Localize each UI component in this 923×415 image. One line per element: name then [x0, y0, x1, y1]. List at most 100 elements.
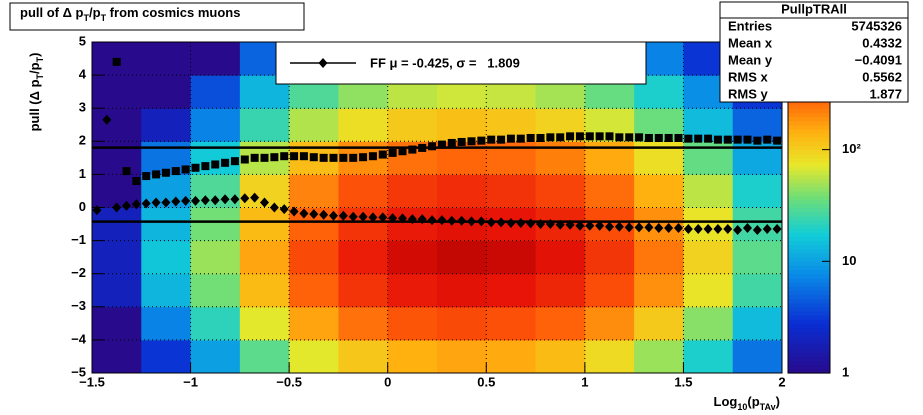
heat-cell — [634, 240, 684, 275]
square-marker — [201, 162, 210, 171]
heat-cell — [92, 207, 142, 242]
chart-title-part: /p — [89, 5, 101, 20]
x-tick-label: 0 — [384, 374, 391, 389]
diamond-marker — [575, 220, 585, 231]
stats-value: 0.5562 — [862, 69, 902, 84]
colorbar-slice — [788, 360, 830, 366]
heat-cell — [289, 108, 339, 142]
heat-cell — [190, 42, 241, 76]
heat-cell — [634, 273, 684, 308]
stats-value: 1.877 — [869, 86, 902, 101]
square-marker — [339, 153, 348, 162]
heat-cell — [141, 240, 192, 275]
heat-cell — [732, 141, 783, 175]
chart-title: pull of Δ pT/pT from cosmics muons — [20, 5, 240, 23]
square-marker — [152, 170, 161, 179]
diamond-marker — [536, 219, 545, 230]
square-marker — [773, 136, 782, 145]
diamond-marker — [250, 192, 260, 203]
diamond-marker — [309, 209, 319, 220]
heat-cell — [486, 141, 537, 175]
heat-cell — [141, 207, 192, 242]
y-axis-label-part: T — [35, 56, 45, 62]
z-tick-label: 1 — [842, 364, 849, 379]
diamond-marker — [772, 224, 782, 235]
y-tick-label: 0 — [79, 199, 86, 214]
chart-title-part: T — [101, 13, 107, 23]
square-marker — [635, 133, 644, 142]
diamond-marker — [654, 223, 664, 234]
square-marker — [290, 152, 299, 161]
heat-cell — [437, 108, 487, 142]
chart-title-part: from cosmics muons — [106, 5, 240, 20]
colorbar-slice — [788, 248, 830, 254]
square-marker — [743, 135, 752, 144]
colorbar-slice — [788, 137, 830, 142]
heat-cell — [387, 174, 438, 208]
x-axis-label-part: 10 — [737, 402, 747, 412]
heat-cell — [437, 306, 487, 341]
heat-cell — [535, 174, 586, 208]
diamond-marker — [743, 223, 752, 234]
colorbar-slice — [788, 310, 830, 316]
stats-value: 0.4332 — [862, 35, 902, 50]
heat-cell — [584, 174, 635, 208]
square-marker — [299, 152, 308, 161]
heat-cell — [732, 339, 783, 374]
colorbar-slice — [788, 215, 830, 221]
square-marker — [516, 134, 525, 143]
heat-cell — [387, 306, 438, 341]
heat-cell — [190, 306, 241, 341]
diamond-marker — [348, 211, 358, 222]
square-marker — [408, 145, 417, 154]
colorbar-slice — [788, 298, 830, 304]
diamond-marker — [457, 215, 467, 226]
heat-cell — [584, 339, 635, 374]
stats-name: Entries — [728, 18, 772, 33]
heat-cell — [141, 42, 192, 76]
heat-cell — [190, 207, 241, 242]
square-marker — [250, 153, 259, 162]
colorbar-slice — [788, 145, 830, 151]
stats-name: RMS x — [728, 69, 769, 84]
diamond-marker — [161, 197, 171, 208]
colorbar-slice — [788, 319, 830, 324]
heat-cell — [634, 306, 684, 341]
diamond-marker — [762, 224, 772, 235]
diamond-marker — [269, 202, 279, 213]
diamond-marker — [447, 215, 457, 226]
colorbar-slice — [788, 327, 830, 333]
square-marker — [457, 137, 466, 146]
diamond-marker — [181, 195, 191, 206]
legend-marker — [318, 58, 328, 68]
colorbar-slice — [788, 265, 830, 271]
square-marker — [713, 135, 722, 144]
heat-cell — [289, 306, 339, 341]
diamond-marker — [752, 225, 762, 236]
colorbar-slice — [788, 368, 830, 374]
square-marker — [359, 153, 368, 162]
diamond-marker — [476, 216, 486, 227]
diamond-marker — [683, 224, 693, 235]
heat-cell — [387, 273, 438, 308]
square-marker — [161, 168, 170, 177]
square-marker — [398, 147, 407, 156]
square-marker — [309, 153, 318, 162]
colorbar-slice — [788, 182, 830, 188]
colorbar-slice — [788, 302, 830, 308]
square-marker — [142, 172, 151, 181]
colorbar-slice — [788, 281, 830, 287]
diamond-marker — [398, 213, 407, 224]
heat-cell — [683, 339, 734, 374]
y-tick-label: −2 — [71, 265, 86, 280]
diamond-marker — [437, 215, 447, 226]
heat-cell — [535, 273, 586, 308]
colorbar-slice — [788, 269, 830, 275]
heat-cell — [437, 174, 487, 208]
heat-cell — [486, 174, 537, 208]
square-marker — [329, 153, 338, 162]
x-tick-label: −0.5 — [276, 374, 302, 389]
square-marker — [378, 150, 387, 159]
diamond-marker — [526, 218, 536, 229]
heat-cell — [732, 207, 783, 242]
